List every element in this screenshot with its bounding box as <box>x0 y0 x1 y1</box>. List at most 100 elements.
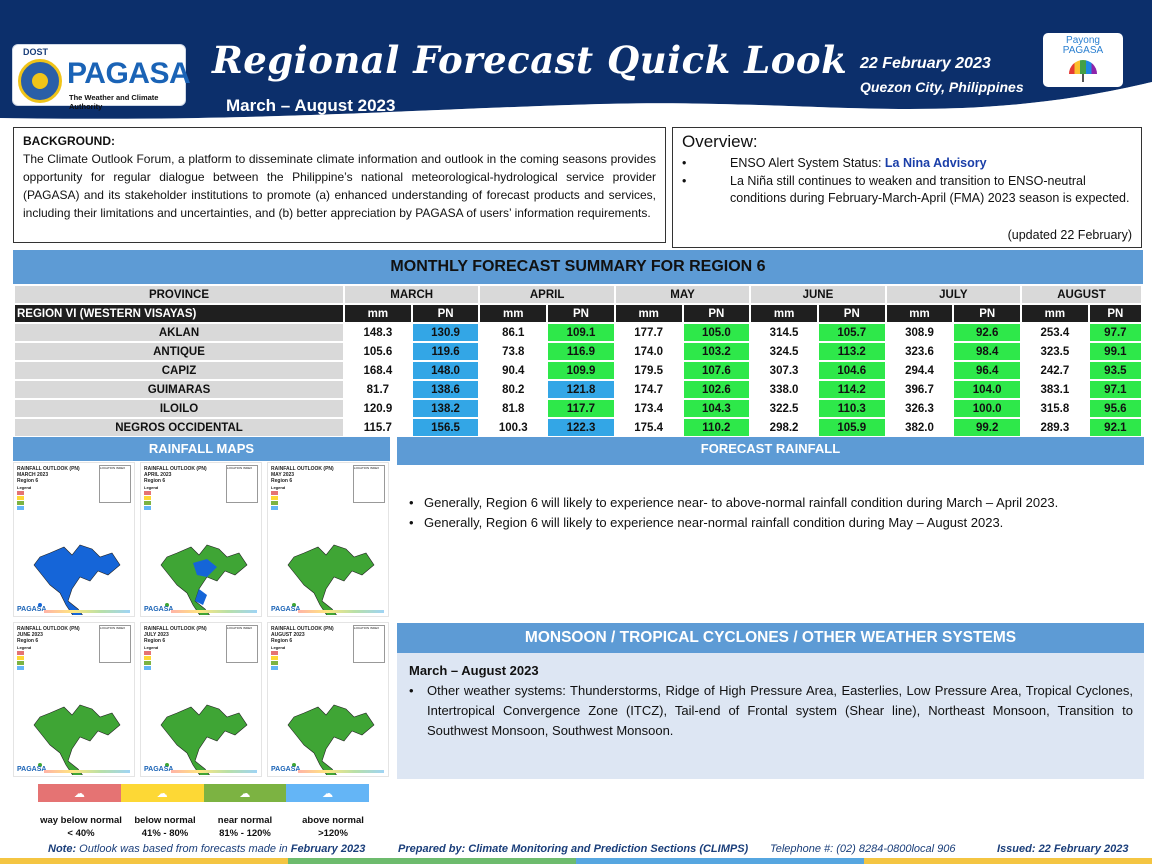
map-title: RAINFALL OUTLOOK (PN) MAY 2023 Region 6 <box>271 466 334 484</box>
map-color-bar <box>171 610 257 613</box>
mm-cell: 382.0 <box>886 419 953 436</box>
mm-cell: 294.4 <box>886 362 953 379</box>
badge-line2: PAGASA <box>1062 45 1104 56</box>
forecast-table: PROVINCE MARCH APRIL MAY JUNE JULY AUGUST REGIO… <box>13 284 1143 438</box>
month-header: APRIL <box>480 286 614 303</box>
mm-cell: 81.8 <box>480 400 547 417</box>
issue-date: 22 February 2023 <box>860 55 991 72</box>
note-text: Outlook was based from forecasts made in <box>76 843 291 855</box>
rainfall-map: RAINFALL OUTLOOK (PN) AUGUST 2023 Region 6… <box>267 622 389 777</box>
mm-cell: 324.5 <box>751 343 817 360</box>
legend-category: below normal <box>134 815 196 826</box>
province-name: NEGROS OCCIDENTAL <box>15 419 343 436</box>
legend-swatch: ☁ <box>203 784 287 802</box>
mm-cell: 179.5 <box>615 362 682 379</box>
month-header: MAY <box>615 286 750 303</box>
overview-item-enso: ENSO Alert System Status: La Nina Adviso… <box>682 155 1132 172</box>
legend-label: way below normal < 40% <box>36 814 126 840</box>
map-pagasa-logo: PAGASA <box>17 606 47 613</box>
background-text: The Climate Outlook Forum, a platform to… <box>23 152 656 220</box>
location-index-inset: LOCATION INDEX <box>353 465 385 503</box>
map-title: RAINFALL OUTLOOK (PN) MARCH 2023 Region 6 <box>17 466 80 484</box>
map-title-line: RAINFALL OUTLOOK (PN) <box>144 466 207 472</box>
map-month: JUNE 2023 <box>17 632 43 638</box>
overview-item-lanina: La Niña still continues to weaken and tr… <box>682 173 1132 207</box>
province-name: GUIMARAS <box>15 381 343 398</box>
month-header: JUNE <box>751 286 885 303</box>
legend-range: < 40% <box>67 828 95 839</box>
note-month: February 2023 <box>290 843 366 855</box>
map-legend: Legend <box>17 645 53 670</box>
pn-cell: 97.1 <box>1089 381 1141 398</box>
month-header: MARCH <box>345 286 479 303</box>
rainfall-map: RAINFALL OUTLOOK (PN) MAY 2023 Region 6 LOC… <box>267 462 389 617</box>
pn-cell: 99.1 <box>1089 343 1141 360</box>
logo-dost-text: DOST <box>23 47 49 57</box>
mm-cell: 173.4 <box>615 400 682 417</box>
table-row: AKLAN 148.3 130.9 86.1 109.1 177.7 105.0 314.5 1… <box>15 324 1141 341</box>
location-index-label: LOCATION INDEX <box>100 466 126 470</box>
location-index-inset: LOCATION INDEX <box>226 465 258 503</box>
pn-header: PN <box>1089 305 1141 322</box>
legend-label: below normal 41% - 80% <box>120 814 210 840</box>
map-title: RAINFALL OUTLOOK (PN) JUNE 2023 Region 6 <box>17 626 80 644</box>
location-index-label: LOCATION INDEX <box>100 626 126 630</box>
mm-cell: 175.4 <box>615 419 682 436</box>
pn-cell: 92.1 <box>1089 419 1141 436</box>
pn-cell: 98.4 <box>954 343 1021 360</box>
mm-cell: 115.7 <box>345 419 411 436</box>
region-map-shape <box>287 544 375 615</box>
legend-swatch: ☁ <box>120 784 204 802</box>
pn-cell: 138.2 <box>412 400 479 417</box>
region-map-shape <box>287 704 375 775</box>
pn-cell: 95.6 <box>1089 400 1141 417</box>
region-map-shape <box>160 544 248 615</box>
cloud-icon: ☁ <box>73 787 85 800</box>
pn-cell: 130.9 <box>412 324 479 341</box>
province-name: AKLAN <box>15 324 343 341</box>
weather-systems-period: March – August 2023 <box>409 663 539 678</box>
cloud-icon: ☁ <box>156 787 168 800</box>
legend-range: 81% - 120% <box>219 828 271 839</box>
mm-cell: 90.4 <box>480 362 547 379</box>
mm-cell: 86.1 <box>480 324 547 341</box>
forecast-item: Generally, Region 6 will likely to exper… <box>409 513 1133 532</box>
table-row: CAPIZ 168.4 148.0 90.4 109.9 179.5 107.6 307.3 1… <box>15 362 1141 379</box>
map-title-line: RAINFALL OUTLOOK (PN) <box>17 466 80 472</box>
pn-cell: 104.6 <box>818 362 885 379</box>
mm-cell: 100.3 <box>480 419 547 436</box>
map-pagasa-logo: PAGASA <box>144 766 174 773</box>
rainfall-legend-bar: ☁ ☁ ☁ ☁ <box>38 784 369 802</box>
location-index-label: LOCATION INDEX <box>354 466 380 470</box>
map-title-line: RAINFALL OUTLOOK (PN) <box>144 626 207 632</box>
province-header: PROVINCE <box>15 286 343 303</box>
map-region: Region 6 <box>144 638 166 644</box>
mm-cell: 326.3 <box>886 400 953 417</box>
footer-phone: Telephone #: (02) 8284-0800local 906 <box>770 843 956 855</box>
month-header: AUGUST <box>1022 286 1141 303</box>
legend-category: above normal <box>302 815 364 826</box>
pn-cell: 99.2 <box>954 419 1021 436</box>
map-month: MAY 2023 <box>271 472 295 478</box>
legend-swatch: ☁ <box>38 784 121 802</box>
pn-cell: 104.3 <box>683 400 750 417</box>
map-legend: Legend <box>17 485 53 510</box>
mm-cell: 80.2 <box>480 381 547 398</box>
pn-cell: 122.3 <box>548 419 614 436</box>
pn-header: PN <box>683 305 750 322</box>
logo-tagline: The Weather and Climate Authority <box>69 93 159 111</box>
mm-cell: 148.3 <box>345 324 411 341</box>
map-month: JULY 2023 <box>144 632 169 638</box>
mm-cell: 120.9 <box>345 400 411 417</box>
map-month: APRIL 2023 <box>144 472 172 478</box>
mm-cell: 314.5 <box>751 324 817 341</box>
map-legend-label: Legend <box>144 645 159 650</box>
pn-header: PN <box>818 305 885 322</box>
pn-cell: 110.3 <box>818 400 885 417</box>
weather-systems-body: March – August 2023 Other weather system… <box>397 653 1144 779</box>
pn-cell: 93.5 <box>1089 362 1141 379</box>
mm-cell: 81.7 <box>345 381 411 398</box>
map-region: Region 6 <box>271 638 293 644</box>
legend-label: near normal 81% - 120% <box>200 814 290 840</box>
